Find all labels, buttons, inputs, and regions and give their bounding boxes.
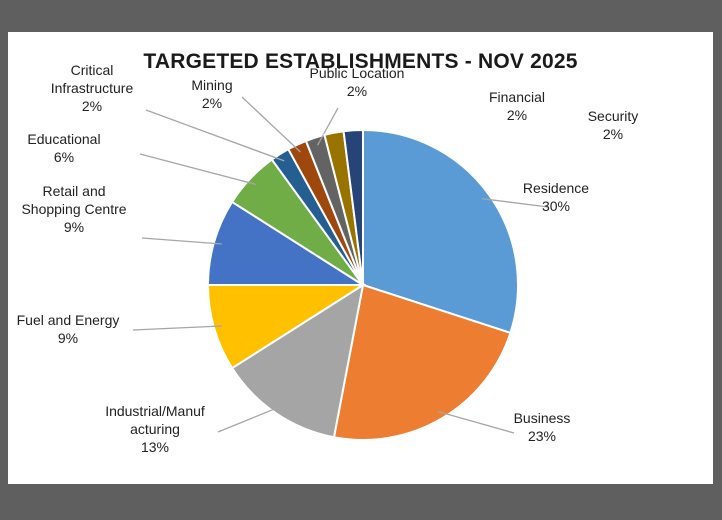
leader-line-industrial-manufacturing <box>217 405 281 433</box>
data-label-educational: Educational 6% <box>27 131 100 165</box>
leader-line-critical-infrastructure <box>145 109 285 162</box>
data-label-critical-infrastructure: Critical Infrastructure 2% <box>51 62 134 114</box>
data-label-business: Business 23% <box>514 410 571 444</box>
pie-chart: Residence 30% Business 23% Industrial/Manuf a… <box>17 62 639 455</box>
leader-line-mining <box>241 96 301 153</box>
leader-line-business <box>437 410 515 434</box>
data-label-financial: Financial 2% <box>489 89 545 123</box>
pie-slice-business <box>332 283 512 441</box>
data-label-residence: Residence 30% <box>523 180 589 214</box>
data-label-retail-and-shopping-centre: Retail and Shopping Centre 9% <box>21 183 126 235</box>
chart-frame: TARGETED ESTABLISHMENTS - NOV 2025 Resid… <box>8 32 713 484</box>
leader-line-residence <box>481 197 549 208</box>
pie-slice-fuel-and-energy <box>206 284 367 370</box>
data-label-security: Security 2% <box>588 108 639 142</box>
data-label-public-location: Public Location 2% <box>310 65 405 99</box>
leader-line-fuel-and-energy <box>132 325 222 331</box>
data-label-fuel-and-energy: Fuel and Energy 9% <box>17 312 120 346</box>
pie-slice-industrial-manufacturing <box>230 282 365 439</box>
chart-title: TARGETED ESTABLISHMENTS - NOV 2025 <box>143 50 578 73</box>
leader-line-public-location <box>317 107 339 146</box>
leader-line-retail-and-shopping-centre <box>141 237 222 245</box>
pie-slice-security <box>342 128 364 286</box>
data-label-industrial-manufacturing: Industrial/Manuf acturing 13% <box>105 403 205 455</box>
leader-line-educational <box>139 153 257 186</box>
pie-slice-retail-and-shopping-centre <box>206 200 367 286</box>
data-label-mining: Mining 2% <box>191 77 232 111</box>
pie-slice-residence <box>362 128 519 335</box>
